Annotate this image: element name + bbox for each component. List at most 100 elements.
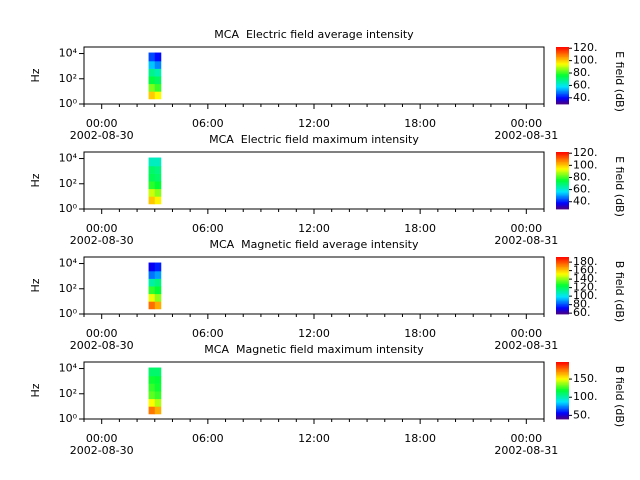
spectrogram-cell [154, 391, 162, 400]
spectrogram-cell [148, 196, 156, 205]
colorbar-swatch [556, 380, 569, 383]
panel: MCA Electric field maximum intensity 00:0… [29, 133, 626, 247]
spectrogram-cell [148, 83, 156, 92]
x-date-label: 2002-08-30 [70, 339, 134, 352]
spectrogram-cell [154, 68, 162, 77]
colorbar-tick-label: 60. [573, 183, 591, 196]
spectrogram-cell [148, 271, 156, 279]
spectrogram-cell [148, 68, 156, 77]
colorbar-swatch [556, 49, 569, 52]
spectrogram-cell [148, 391, 156, 400]
y-tick-label: 10² [59, 177, 77, 190]
colorbar-tick-label: 100. [573, 390, 598, 403]
colorbar-swatch [556, 261, 569, 264]
colorbar-swatch [556, 403, 569, 406]
colorbar-swatch [556, 81, 569, 84]
colorbar-swatch [556, 301, 569, 303]
colorbar-swatch [556, 96, 569, 99]
spectrogram-cell [148, 293, 156, 302]
spectrogram-cell [148, 383, 156, 392]
y-axis-label: Hz [29, 68, 42, 82]
colorbar-tick-label: 100. [573, 289, 598, 302]
colorbar-swatch [556, 94, 569, 96]
colorbar-swatch [556, 271, 569, 274]
colorbar-swatch [556, 56, 569, 59]
colorbar-swatch [556, 194, 569, 197]
colorbar-swatch [556, 184, 569, 187]
colorbar-swatch [556, 89, 569, 92]
colorbar-swatch [556, 176, 569, 179]
colorbar-swatch [556, 295, 569, 298]
y-axis-label: Hz [29, 383, 42, 397]
colorbar-swatch [556, 65, 569, 68]
colorbar-swatch [556, 66, 569, 69]
spectrogram-cell [154, 301, 162, 310]
colorbar-swatch [556, 292, 569, 295]
colorbar-swatch [556, 204, 569, 207]
colorbar-tick-label: 150. [573, 372, 598, 385]
panel: MCA Electric field average intensity 00:0… [29, 28, 626, 142]
x-date-label: 2002-08-31 [494, 339, 558, 352]
y-tick-label: 10⁴ [59, 47, 78, 60]
colorbar-swatch [556, 84, 569, 86]
spectrogram-cell [148, 406, 156, 415]
colorbar-swatch [556, 203, 569, 206]
colorbar-swatch [556, 75, 569, 78]
colorbar-swatch [556, 259, 569, 262]
colorbar-swatch [556, 298, 569, 301]
spectrogram-cell [154, 293, 162, 302]
colorbar-swatch [556, 58, 569, 61]
colorbar-swatch [556, 417, 569, 420]
colorbar-swatch [556, 268, 569, 271]
colorbar-swatch [556, 174, 569, 177]
colorbar-swatch [556, 85, 569, 88]
spectrogram-cell [154, 173, 162, 182]
colorbar-swatch [556, 379, 569, 381]
spectrogram-cell [154, 188, 162, 197]
colorbar-swatch [556, 101, 569, 103]
colorbar-swatch [556, 99, 569, 102]
x-date-label: 2002-08-30 [70, 234, 134, 247]
colorbar-swatch [556, 186, 569, 189]
spectrogram-cell [154, 383, 162, 392]
x-tick-label: 18:00 [404, 222, 436, 235]
colorbar-tick-label: 100. [573, 158, 598, 171]
spectrogram-cell [154, 91, 162, 100]
colorbar-swatch [556, 47, 569, 49]
colorbar-swatch [556, 69, 569, 72]
colorbar-swatch [556, 102, 569, 105]
colorbar-swatch [556, 413, 569, 416]
colorbar-swatch [556, 374, 569, 377]
colorbar-swatch [556, 278, 569, 281]
x-tick-label: 12:00 [298, 222, 330, 235]
colorbar-swatch [556, 48, 569, 51]
colorbar-tick-label: 40. [573, 195, 591, 208]
panel: MCA Magnetic field maximum intensity 00:0… [29, 343, 626, 457]
spectrogram-cell [148, 301, 156, 310]
colorbar-tick-label: 80. [573, 66, 591, 79]
x-tick-label: 06:00 [192, 327, 224, 340]
colorbar-swatch [556, 187, 569, 190]
colorbar-swatch [556, 171, 569, 174]
spectrogram-cell [148, 157, 156, 167]
colorbar-swatch [556, 88, 569, 91]
colorbar-swatch [556, 370, 569, 373]
colorbar-swatch [556, 153, 569, 156]
colorbar-swatch [556, 291, 569, 294]
spectrogram-cell [154, 398, 162, 407]
colorbar-swatch [556, 265, 569, 268]
colorbar-swatch [556, 272, 569, 275]
x-date-label: 2002-08-31 [494, 129, 558, 142]
colorbar-swatch [556, 406, 569, 408]
colorbar-swatch [556, 366, 569, 369]
colorbar-swatch [556, 257, 569, 259]
x-tick-label: 12:00 [298, 432, 330, 445]
spectrogram-cell [148, 188, 156, 197]
colorbar-label: B field (dB) [613, 261, 626, 322]
colorbar-swatch [556, 86, 569, 89]
colorbar-swatch [556, 82, 569, 85]
colorbar-swatch [556, 285, 569, 288]
colorbar-swatch [556, 72, 569, 75]
colorbar-swatch [556, 170, 569, 173]
